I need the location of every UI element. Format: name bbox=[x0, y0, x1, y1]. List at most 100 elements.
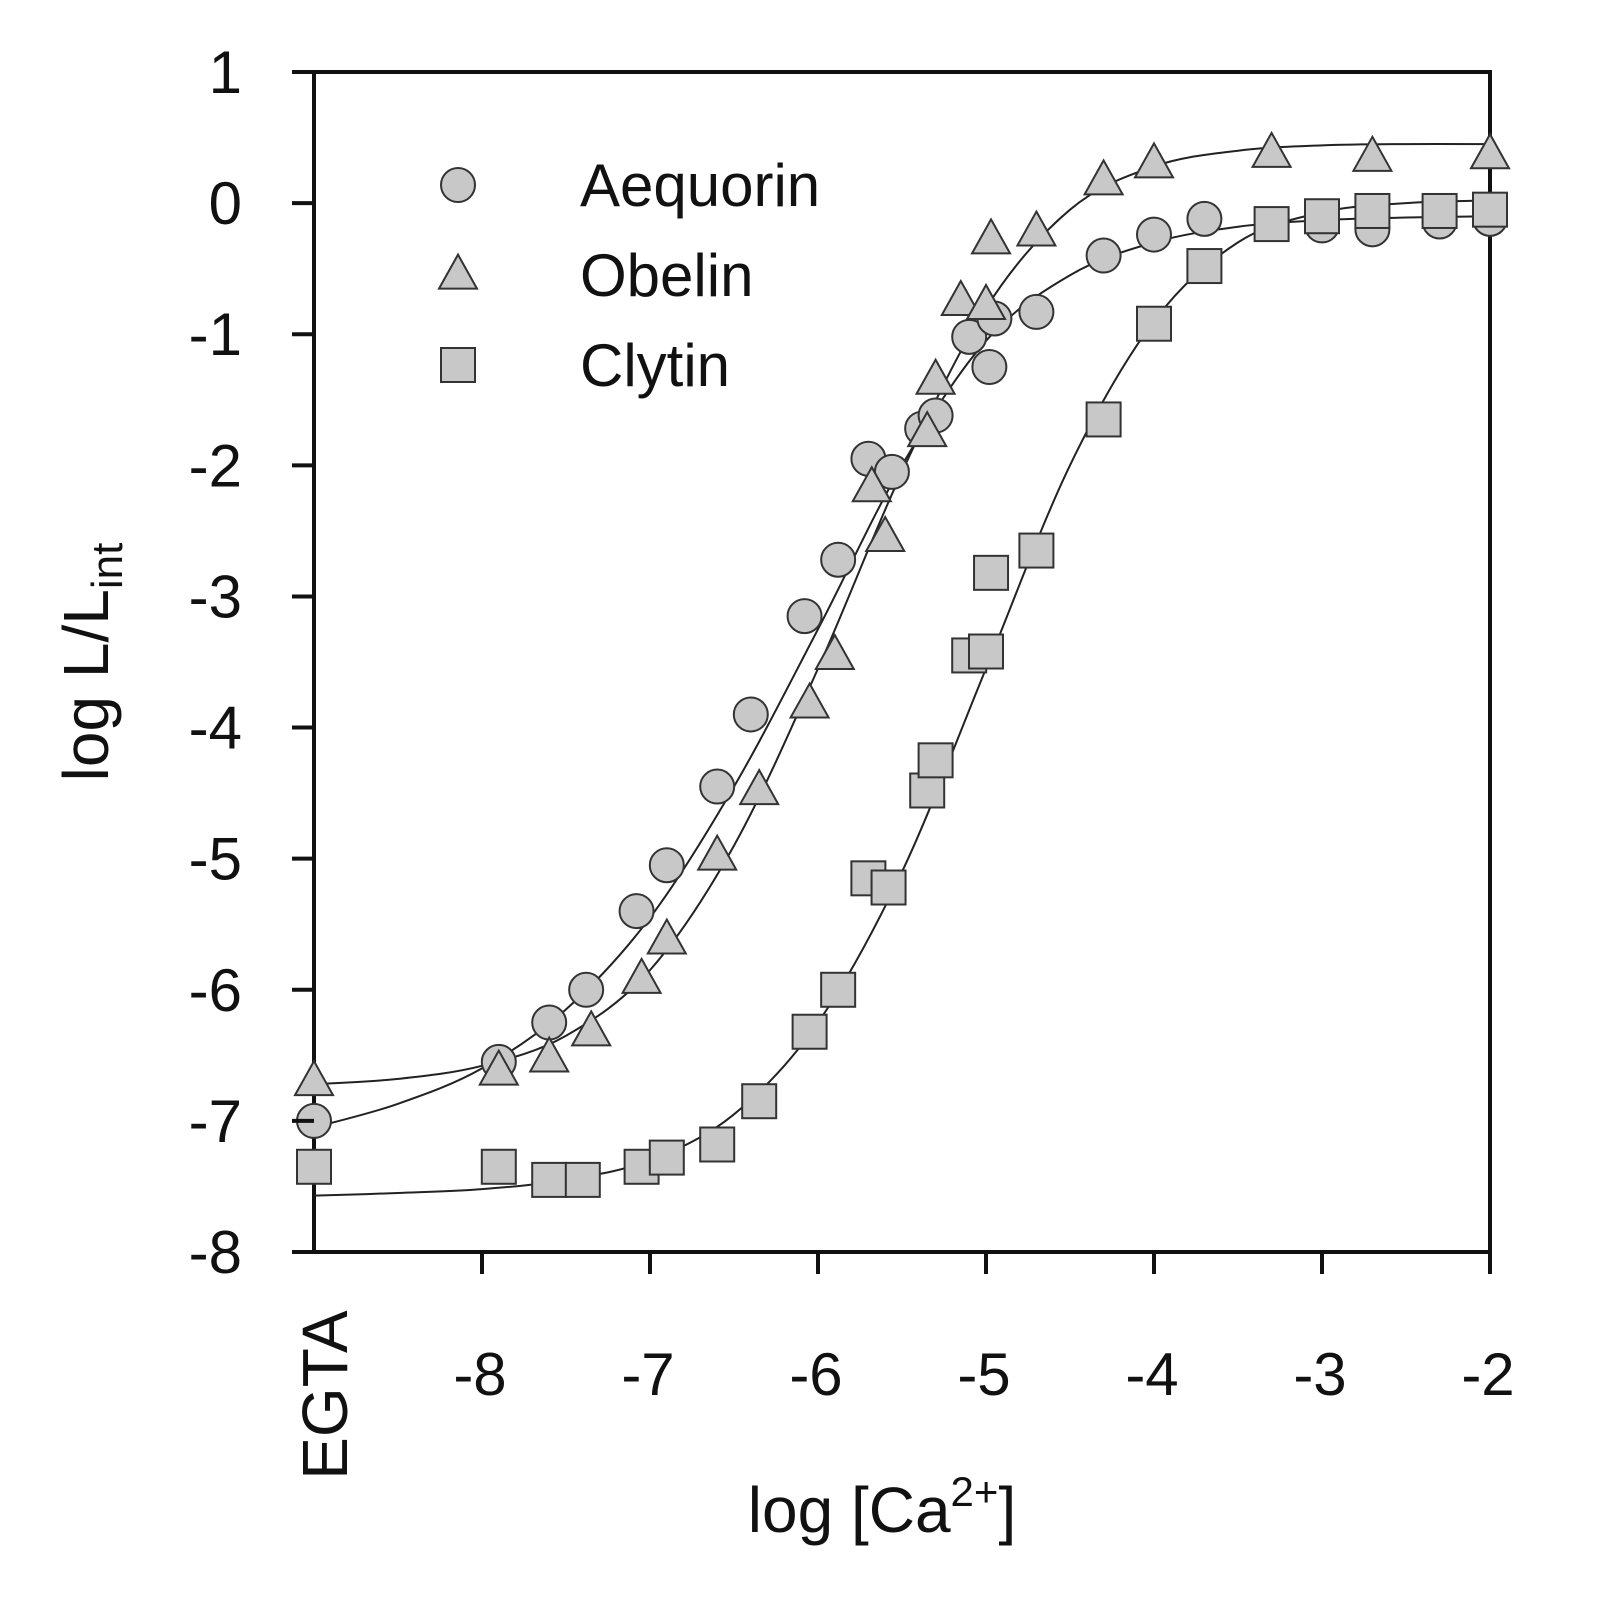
x-tick-label: -4 bbox=[1125, 1341, 1178, 1408]
data-point-clytin bbox=[968, 633, 1004, 670]
x-special-tick-label: EGTA bbox=[289, 1310, 361, 1480]
legend-marker-obelin bbox=[437, 252, 479, 290]
data-point-aequorin bbox=[618, 893, 655, 930]
data-point-obelin bbox=[293, 1059, 335, 1097]
data-point-clytin bbox=[564, 1161, 601, 1198]
x-axis-label-main: log [Ca bbox=[748, 1474, 951, 1546]
y-tick-label: -7 bbox=[189, 1088, 242, 1155]
data-point-clytin bbox=[1085, 401, 1122, 438]
data-point-obelin bbox=[570, 1009, 612, 1047]
fit-curve-obelin bbox=[313, 143, 1491, 1086]
y-tick-label: -3 bbox=[189, 563, 242, 630]
data-point-aequorin bbox=[786, 598, 823, 635]
legend-label-obelin: Obelin bbox=[580, 242, 753, 309]
data-point-obelin bbox=[1133, 141, 1175, 179]
data-point-clytin bbox=[1421, 192, 1458, 229]
data-point-obelin bbox=[788, 681, 831, 719]
y-axis-label: log L/Lint bbox=[50, 543, 132, 782]
data-point-clytin bbox=[870, 869, 907, 906]
data-point-aequorin bbox=[531, 1004, 568, 1041]
data-point-aequorin bbox=[732, 696, 769, 733]
data-point-clytin bbox=[791, 1013, 828, 1050]
fit-curve-aequorin bbox=[313, 215, 1491, 1129]
x-tick-label: -2 bbox=[1461, 1341, 1514, 1408]
y-tick-label: -2 bbox=[189, 432, 242, 499]
data-point-clytin bbox=[917, 742, 954, 779]
data-markers bbox=[293, 130, 1511, 1198]
x-axis-label-sup: 2+ bbox=[951, 1468, 999, 1515]
data-point-clytin bbox=[1304, 198, 1340, 235]
data-point-clytin bbox=[531, 1161, 568, 1198]
data-point-clytin bbox=[296, 1148, 332, 1185]
data-point-obelin bbox=[851, 465, 893, 503]
data-point-obelin bbox=[478, 1048, 520, 1086]
legend-label-aequorin: Aequorin bbox=[580, 152, 820, 219]
x-axis-label-end: ] bbox=[998, 1474, 1016, 1546]
y-axis-ticks: 1 0 -1 -2 -3 -4 -5 -6 -7 -8 bbox=[189, 39, 314, 1286]
y-axis-label-sub: int bbox=[83, 543, 132, 589]
data-point-aequorin bbox=[820, 541, 857, 578]
x-tick-label: -7 bbox=[621, 1341, 674, 1408]
data-point-clytin bbox=[1018, 532, 1055, 569]
data-point-obelin bbox=[906, 410, 948, 448]
y-tick-label: 0 bbox=[209, 170, 242, 237]
data-point-clytin bbox=[909, 772, 946, 809]
data-point-obelin bbox=[738, 768, 780, 806]
data-point-obelin bbox=[970, 217, 1012, 255]
data-point-obelin bbox=[940, 278, 982, 317]
data-point-clytin bbox=[1472, 191, 1508, 228]
y-tick-label: -1 bbox=[189, 301, 242, 368]
data-point-obelin bbox=[1015, 209, 1058, 247]
y-tick-label: -8 bbox=[189, 1219, 242, 1286]
data-point-obelin bbox=[814, 632, 856, 671]
data-point-obelin bbox=[965, 282, 1007, 320]
data-point-obelin bbox=[1469, 132, 1511, 170]
legend-marker-aequorin bbox=[440, 167, 476, 203]
y-tick-label: -4 bbox=[189, 695, 242, 762]
data-point-obelin bbox=[620, 956, 663, 994]
data-point-clytin bbox=[480, 1148, 517, 1185]
data-point-clytin bbox=[1186, 248, 1223, 285]
y-tick-label: -6 bbox=[189, 957, 242, 1024]
x-tick-label: -3 bbox=[1293, 1341, 1346, 1408]
x-axis-ticks: -8 -7 -6 -5 -4 -3 -2 bbox=[453, 1252, 1515, 1408]
data-point-obelin bbox=[1082, 158, 1125, 196]
y-tick-label: 1 bbox=[209, 39, 242, 106]
data-point-obelin bbox=[528, 1035, 570, 1073]
data-point-clytin bbox=[699, 1126, 736, 1163]
data-point-aequorin bbox=[699, 768, 736, 805]
legend-marker-clytin bbox=[440, 347, 476, 383]
data-point-clytin bbox=[1136, 305, 1172, 342]
data-point-clytin bbox=[648, 1139, 685, 1176]
data-point-clytin bbox=[741, 1083, 778, 1120]
data-point-aequorin bbox=[648, 847, 685, 884]
data-point-obelin bbox=[1250, 130, 1293, 168]
fit-curves bbox=[313, 143, 1491, 1197]
data-point-obelin bbox=[914, 357, 957, 395]
x-tick-label: -8 bbox=[453, 1341, 506, 1408]
data-point-clytin bbox=[1354, 192, 1391, 229]
data-point-obelin bbox=[864, 514, 906, 553]
data-point-clytin bbox=[820, 971, 857, 1008]
data-point-aequorin bbox=[568, 971, 605, 1008]
data-point-aequorin bbox=[971, 349, 1008, 385]
x-tick-label: -6 bbox=[789, 1341, 842, 1408]
data-point-aequorin bbox=[1085, 237, 1122, 274]
legend: Aequorin Obelin Clytin bbox=[437, 152, 820, 399]
data-point-obelin bbox=[696, 833, 738, 871]
data-point-obelin bbox=[1351, 134, 1394, 172]
y-tick-label: -5 bbox=[189, 826, 242, 893]
legend-label-clytin: Clytin bbox=[580, 332, 730, 399]
data-point-aequorin bbox=[1136, 216, 1172, 253]
data-point-aequorin bbox=[1018, 293, 1055, 330]
data-point-clytin bbox=[973, 554, 1010, 591]
y-axis-label-main: log L/L bbox=[50, 589, 122, 781]
data-point-obelin bbox=[646, 917, 688, 955]
x-axis-label: log [Ca2+] bbox=[748, 1468, 1016, 1546]
data-point-clytin bbox=[1253, 206, 1290, 243]
plot-frame bbox=[312, 70, 1492, 1254]
x-tick-label: -5 bbox=[957, 1341, 1010, 1408]
data-point-aequorin bbox=[1186, 200, 1223, 237]
